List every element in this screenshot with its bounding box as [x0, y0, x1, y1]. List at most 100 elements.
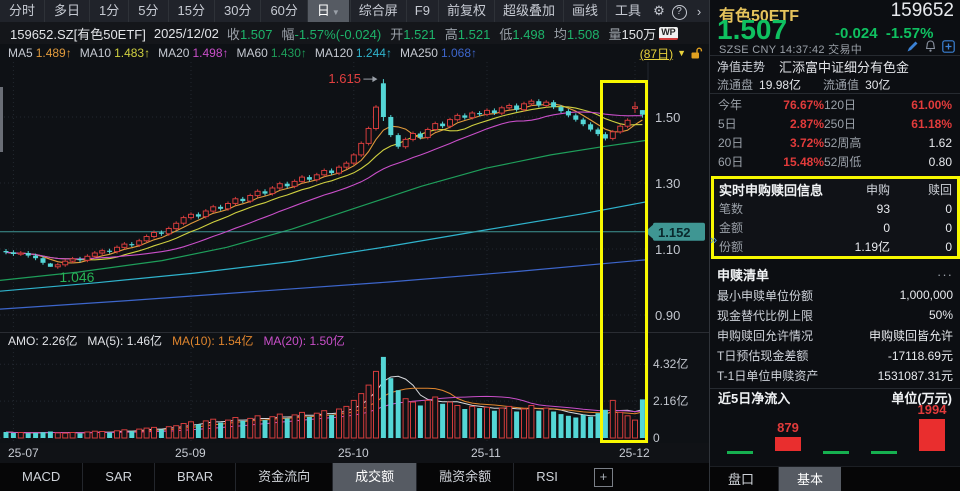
indicator-tab-MACD[interactable]: MACD	[22, 469, 61, 484]
period-tab-60分[interactable]: 60分	[260, 0, 306, 22]
chart-area: 分时 多日 1分 5分 15分 30分 60分日 ▼ 综合屏 F9 前复权 超级叠加 画线 工具 ⚙ ?…	[0, 0, 709, 491]
period-tab-分时[interactable]: 分时	[9, 3, 36, 18]
period-tab-多日[interactable]: 多日	[44, 0, 89, 22]
ma-value: 1.244↑	[355, 46, 392, 60]
rt-row-v1: 1.19亿	[854, 240, 890, 254]
svg-text:2.16亿: 2.16亿	[653, 393, 688, 408]
help-icon[interactable]: ?	[669, 2, 689, 20]
ma-label: MA250	[399, 46, 438, 60]
caret-down-icon[interactable]: ▼	[331, 8, 340, 17]
candlestick-chart[interactable]: 1.50 1.30 1.10 0.90 1.152 1.615 1.046	[0, 62, 709, 332]
period-toolbar: 分时 多日 1分 5分 15分 30分 60分日 ▼ 综合屏 F9 前复权 超级叠加 画线 工具 ⚙ ?…	[0, 0, 709, 23]
indicator-tab-BRAR[interactable]: BRAR	[154, 463, 235, 491]
indicator-tab-资金流向[interactable]: 资金流向	[235, 463, 332, 491]
period-tab-1分[interactable]: 1分	[89, 0, 128, 22]
ma-label: MA20	[158, 46, 190, 60]
chevron-right-icon[interactable]: ›	[696, 3, 702, 19]
field-value: 1.498	[512, 26, 545, 42]
ma-value: 1.483↑	[114, 46, 151, 60]
quote-info-bar: 159652.SZ[有色50ETF] 2025/12/02 收1.507 幅-1.…	[0, 22, 709, 44]
svg-text:1.50: 1.50	[655, 110, 680, 125]
volume-chart[interactable]: 4.32亿 2.16亿 0	[0, 348, 709, 443]
net-inflow-title: 近5日净流入	[718, 390, 791, 406]
info-fields: 收1.507 幅-1.57%(-0.024) 开1.521 高1.521 低1.498 均…	[227, 24, 609, 43]
alert-bell-icon[interactable]	[924, 40, 937, 53]
rt-row-label: 笔数	[719, 202, 744, 216]
net-inflow-bar	[727, 451, 753, 454]
ma-legend-bar: MA5 1.489↑ MA10 1.483↑ MA20 1.498↑ MA60 1.430↑ M…	[0, 44, 709, 62]
ma-label: MA60	[236, 46, 268, 60]
indicator-tab-RSI[interactable]: RSI	[513, 463, 580, 491]
more-icon[interactable]: ···	[937, 267, 953, 282]
nav-label[interactable]: 净值走势	[717, 60, 766, 74]
indicator-tab-SAR[interactable]: SAR	[82, 463, 154, 491]
rt-row-v1: 93	[876, 201, 890, 216]
indicator-tab-成交额[interactable]: 成交额	[332, 463, 417, 491]
toolbar-item-综合屏[interactable]: 综合屏	[349, 0, 406, 22]
toolbar-item-F9[interactable]: F9	[405, 0, 438, 22]
field-label: 低	[499, 26, 513, 42]
panel-tabs: 盘口 基本	[710, 466, 960, 491]
rt-row-v1: 0	[883, 220, 890, 235]
field-value: -1.57%(-0.024)	[294, 26, 382, 42]
indicator-tabs: MACD SAR BRAR 资金流向 成交额 融资余额 RSI +	[0, 463, 709, 491]
perf-value: 2.87%	[789, 116, 824, 131]
collapse-panel-icon[interactable]: »	[710, 232, 718, 247]
perf-label: 5日	[718, 117, 737, 131]
float-shares-value: 19.98亿	[759, 78, 802, 92]
unlock-icon[interactable]	[690, 47, 703, 60]
period-tab-30分[interactable]: 30分	[213, 0, 260, 22]
time-axis-label: 25-11	[471, 446, 501, 460]
add-indicator-icon[interactable]: +	[593, 467, 613, 487]
toolbar-item-超级叠加[interactable]: 超级叠加	[493, 0, 563, 22]
svg-text:1.30: 1.30	[655, 176, 680, 191]
rt-row-v2: 0	[945, 239, 952, 254]
perf-label: 120日	[824, 98, 857, 112]
ma-label: MA120	[314, 46, 353, 60]
add-watchlist-icon[interactable]	[942, 40, 955, 53]
ma-label: MA10	[79, 46, 112, 60]
svg-text:1.046: 1.046	[59, 269, 94, 285]
period-days-link[interactable]: (87日)	[639, 46, 674, 61]
toolbar-item-工具[interactable]: 工具	[605, 0, 649, 22]
realtime-grid: 实时申购赎回信息 申购 赎回 笔数 93 0 金额 0 0 份额 1.19亿 0	[719, 180, 952, 256]
toolbar-item-画线[interactable]: 画线	[562, 0, 606, 22]
float-value-label: 流通值	[823, 78, 860, 92]
perf-value: 15.48%	[783, 154, 824, 169]
nav-row: 净值走势 汇添富中证细分有色金	[710, 57, 960, 76]
quote-date: 2025/12/02	[153, 25, 219, 41]
field-value: 1.521	[457, 26, 491, 42]
realtime-title: 实时申购赎回信息	[719, 183, 824, 198]
list-rows: 最小申赎单位份额 1,000,000 现金替代比例上限 50% 申购赎回允许情况 申购赎回…	[717, 285, 953, 385]
indicator-tab-融资余额[interactable]: 融资余额	[416, 463, 513, 491]
field-value: 1.507	[239, 26, 273, 42]
list-title: 申赎清单	[717, 268, 770, 283]
gear-icon[interactable]: ⚙	[653, 3, 665, 18]
period-tab-5分[interactable]: 5分	[128, 0, 167, 22]
days-caret-icon[interactable]: ▼	[677, 48, 686, 58]
panel-tab-盘口[interactable]: 盘口	[728, 472, 755, 487]
volume-legend-item: MA(10): 1.54亿	[172, 334, 254, 348]
panel-tab-基本[interactable]: 基本	[778, 467, 842, 491]
perf-value: 76.67%	[783, 97, 824, 112]
net-inflow-bar	[823, 451, 849, 454]
ma-value: 1.489↑	[35, 46, 72, 60]
fund-name[interactable]: 汇添富中证细分有色金	[779, 60, 910, 75]
svg-text:1.10: 1.10	[655, 242, 680, 257]
float-row: 流通盘 19.98亿 流通值 30亿	[710, 76, 960, 94]
toolbar-item-前复权[interactable]: 前复权	[437, 0, 494, 22]
net-inflow-bar	[775, 436, 801, 451]
realtime-subscription-box: 实时申购赎回信息 申购 赎回 笔数 93 0 金额 0 0 份额 1.19亿 0	[711, 176, 960, 259]
net-inflow-bar	[919, 419, 945, 451]
symbol-code: 159652.SZ[有色50ETF]	[10, 26, 146, 42]
list-item: T-1日单位申赎资产 1531087.31元	[717, 368, 953, 383]
period-tab-15分[interactable]: 15分	[167, 0, 214, 22]
instrument-name: 有色50ETF	[719, 8, 800, 25]
field-label: 均	[553, 26, 567, 42]
wp-badge-icon[interactable]: WP	[659, 26, 678, 40]
edit-icon[interactable]	[906, 40, 919, 53]
last-price: 1.507	[717, 14, 788, 45]
period-tab-日[interactable]: 日 ▼	[306, 0, 349, 22]
time-axis-label: 25-07	[8, 446, 39, 460]
